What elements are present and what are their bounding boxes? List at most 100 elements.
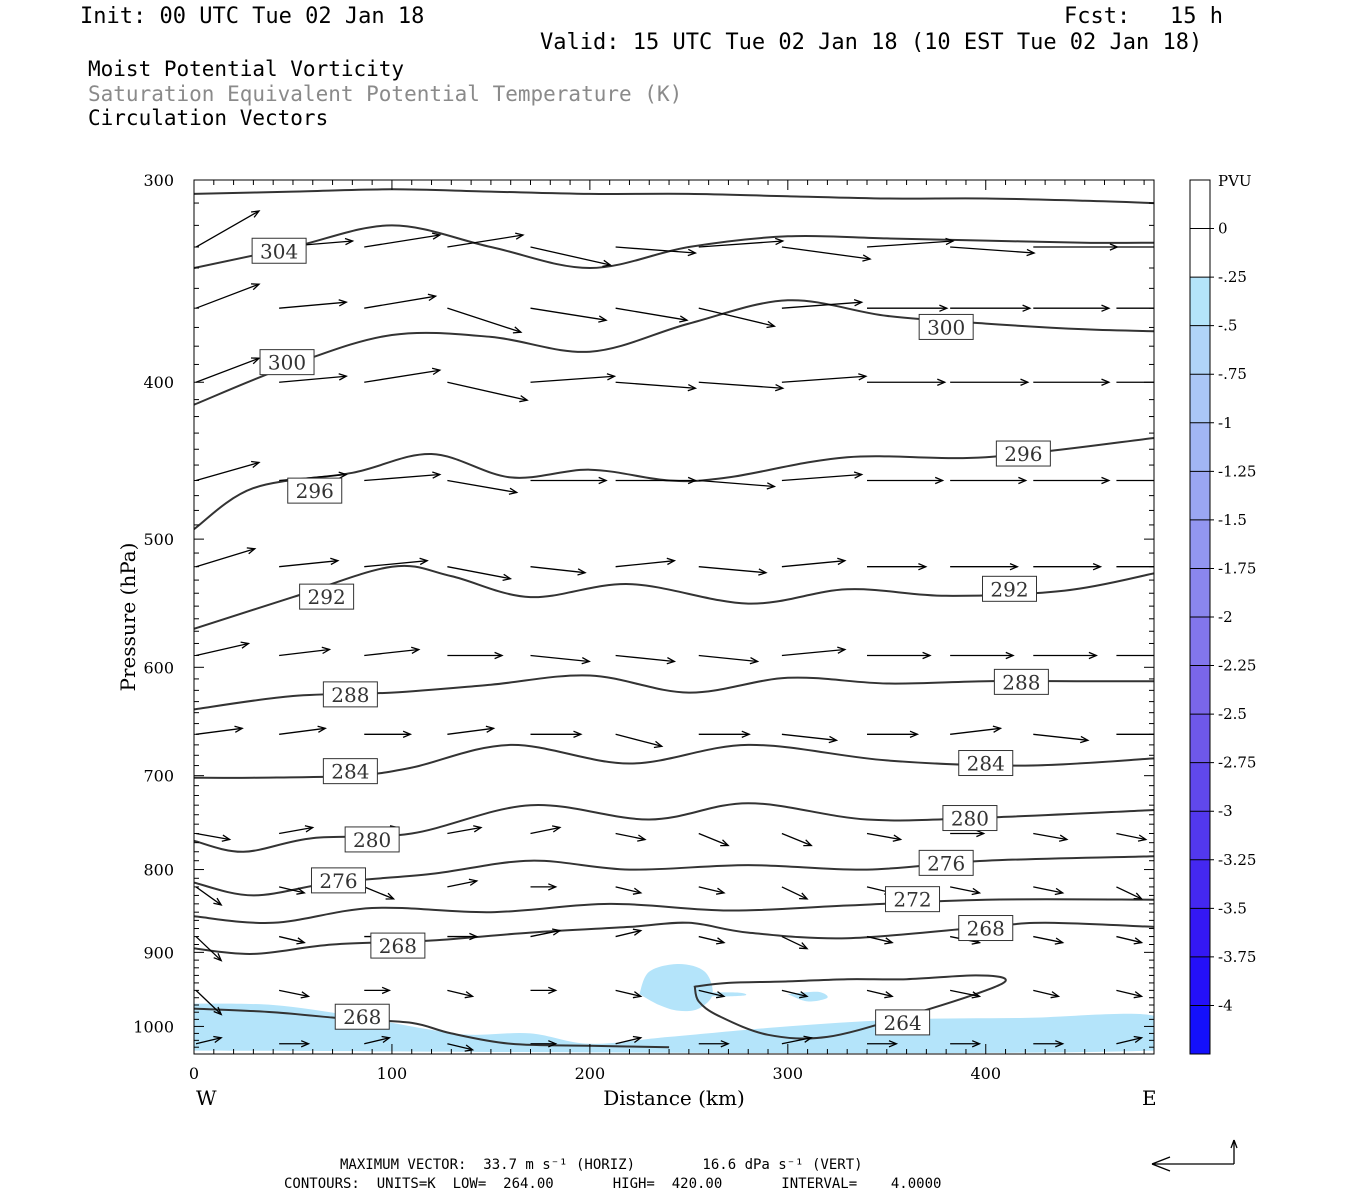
colorbar-swatch [1190, 325, 1210, 375]
wind-vector [1116, 832, 1148, 842]
contour-labels: 304 300 300 296 296 292 292 288 288 284 284 280 280 2… [251, 237, 1051, 1036]
wind-vector [867, 378, 947, 386]
wind-vector [530, 373, 617, 383]
wind-vector [1033, 563, 1103, 571]
wind-vector [364, 646, 421, 657]
mpv-region-0 [194, 1003, 1154, 1054]
wind-vector [1033, 832, 1069, 842]
wind-vector [279, 299, 348, 309]
y-tick-label: 400 [143, 373, 174, 392]
svg-text:292: 292 [308, 585, 346, 609]
wind-vector [867, 476, 945, 485]
wind-vector [615, 832, 647, 842]
svg-text:272: 272 [893, 888, 931, 912]
wind-vector [195, 460, 261, 482]
contour-label-5-0: 288 [322, 681, 378, 708]
wind-vector [867, 1040, 899, 1048]
svg-text:276: 276 [319, 869, 357, 893]
wind-vector [195, 886, 223, 906]
wind-vector [698, 479, 777, 490]
wind-vector [698, 381, 785, 392]
svg-text:300: 300 [268, 351, 306, 375]
wind-vector [615, 381, 698, 392]
wind-vector [1116, 989, 1144, 999]
wind-vector [615, 886, 643, 895]
colorbar-label: -.75 [1218, 365, 1247, 383]
wind-vector [530, 928, 562, 938]
field-title-mpv: Moist Potential Vorticity [88, 57, 405, 81]
wind-vector [698, 886, 726, 895]
y-tick-label: 600 [143, 658, 174, 677]
y-axis-label: Pressure (hPa) [116, 543, 140, 692]
y-tick-label: 500 [143, 530, 174, 549]
y-tick-label: 1000 [133, 1017, 174, 1036]
wind-vector [278, 935, 306, 945]
wind-vector [530, 825, 562, 835]
colorbar-swatch [1190, 908, 1210, 958]
wind-vector [447, 1043, 475, 1052]
field-title-vectors: Circulation Vectors [88, 106, 329, 130]
field-title-theta: Saturation Equivalent Potential Temperat… [88, 82, 683, 106]
y-tick-label: 700 [143, 767, 174, 786]
wind-vector [530, 246, 612, 268]
wind-vector [364, 1035, 392, 1045]
colorbar-label: -1.25 [1218, 462, 1256, 480]
y-tick-labels: 300 400 500 600 700 800 900 1000 [133, 171, 174, 1036]
wind-vector [866, 989, 894, 999]
wind-vector [615, 733, 664, 749]
colorbar-label: -2.75 [1218, 754, 1256, 772]
wind-vector [279, 725, 327, 735]
wind-vector [1033, 733, 1090, 744]
contour-label-9-0: 272 [885, 886, 941, 913]
max-vector-note: MAXIMUM VECTOR: 33.7 m s⁻¹ (HORIZ) 16.6 … [340, 1157, 863, 1173]
wind-vector [781, 471, 864, 482]
wind-vector [447, 651, 504, 660]
colorbar-swatch [1190, 519, 1210, 569]
mpv-region-1 [639, 964, 713, 1012]
wind-vector [698, 307, 777, 329]
wind-vector [1033, 378, 1111, 386]
wind-vector [195, 547, 257, 568]
wind-vector [447, 825, 483, 835]
contour-label-10-1: 268 [958, 915, 1014, 942]
theta-contour-2 [194, 299, 1154, 406]
x-tick-label: 400 [970, 1064, 1001, 1083]
wind-vector [698, 1040, 730, 1048]
wind-vector [447, 232, 525, 248]
x-tick-label: 200 [575, 1064, 606, 1083]
wind-vector [1033, 935, 1065, 945]
wind-vector [195, 725, 244, 735]
contour-label-3-0: 296 [287, 477, 343, 504]
colorbar-label: -.25 [1218, 268, 1247, 286]
wind-vector [1033, 886, 1065, 896]
colorbar-swatch [1190, 374, 1210, 424]
contour-label-8-0: 276 [310, 867, 366, 894]
colorbar-swatch [1190, 228, 1210, 278]
wind-vector [615, 989, 643, 999]
wind-vector [950, 829, 986, 838]
contour-label-6-1: 284 [958, 750, 1014, 777]
wind-vector [1116, 733, 1154, 735]
x-tick-label: 300 [773, 1064, 804, 1083]
wind-vector [364, 367, 442, 383]
wind-vector [950, 563, 1019, 571]
wind-vector [615, 476, 698, 485]
wind-vector [615, 307, 689, 323]
wind-vector [698, 935, 726, 945]
svg-text:268: 268 [379, 934, 417, 958]
wind-vector [1116, 935, 1144, 945]
wind-vector [781, 935, 809, 950]
colorbar-label: -3.25 [1218, 851, 1256, 869]
wind-vector [1116, 886, 1144, 900]
colorbar-swatch [1190, 617, 1210, 667]
wind-vector [195, 357, 261, 383]
x-tick-labels: 0 100 200 300 400 [189, 1064, 1001, 1083]
wind-vector [1033, 243, 1119, 251]
circulation-vectors [195, 210, 1154, 1052]
wind-vector [447, 989, 475, 999]
contour-label-7-1: 280 [942, 805, 998, 832]
wind-vector [615, 928, 643, 938]
wind-vector [698, 730, 751, 738]
contour-label-4-1: 292 [982, 575, 1038, 602]
